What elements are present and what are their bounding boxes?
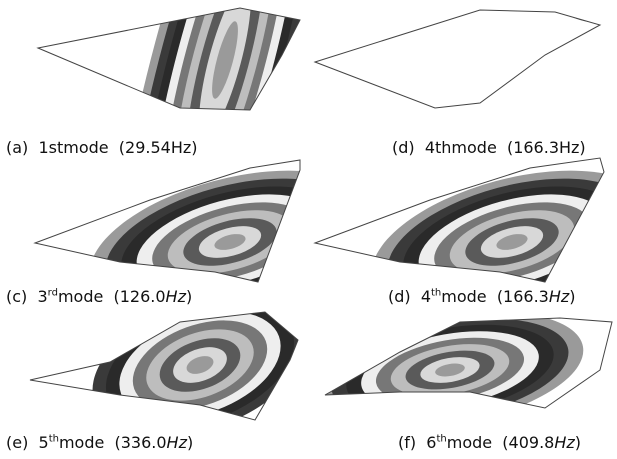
mode-shapes	[0, 0, 617, 459]
contour-band	[574, 0, 617, 16]
wing-surface	[315, 10, 600, 108]
ordinal: rd	[48, 288, 58, 299]
caption-text: )	[187, 433, 193, 452]
caption-text: (f) 6	[398, 433, 436, 452]
unit: Hz	[167, 433, 187, 452]
unit: Hz	[554, 433, 574, 452]
caption: (c) 3rdmode (126.0Hz)	[6, 287, 192, 306]
caption-text: )	[186, 287, 192, 306]
caption: (e) 5thmode (336.0Hz)	[6, 433, 193, 452]
caption-text: (e) 5	[6, 433, 49, 452]
caption-text: mode (166.3	[441, 287, 549, 306]
caption-text: )	[569, 287, 575, 306]
unit: Hz	[549, 287, 569, 306]
caption-text: (c) 3	[6, 287, 48, 306]
caption-text: (a) 1stmode (29.54Hz)	[6, 138, 198, 157]
caption-text: mode (409.8	[447, 433, 555, 452]
ordinal: th	[49, 434, 59, 445]
caption-text: )	[575, 433, 581, 452]
ordinal: th	[436, 434, 446, 445]
contour-bands	[357, 144, 617, 340]
contour-bands	[308, 293, 593, 446]
caption: (a) 1stmode (29.54Hz)	[6, 138, 198, 157]
caption-text: mode (126.0	[58, 287, 166, 306]
unit: Hz	[166, 287, 186, 306]
caption-text: (d) 4thmode (166.3Hz)	[392, 138, 586, 157]
contour-band	[592, 0, 617, 8]
caption-text: mode (336.0	[59, 433, 167, 452]
caption: (d) 4thmode (166.3Hz)	[388, 287, 576, 306]
figure: (a) 1stmode (29.54Hz) (d) 4thmode (166.3…	[0, 0, 617, 459]
caption-text: (d) 4	[388, 287, 431, 306]
caption: (d) 4thmode (166.3Hz)	[392, 138, 586, 157]
caption: (f) 6thmode (409.8Hz)	[398, 433, 581, 452]
ordinal: th	[431, 288, 441, 299]
